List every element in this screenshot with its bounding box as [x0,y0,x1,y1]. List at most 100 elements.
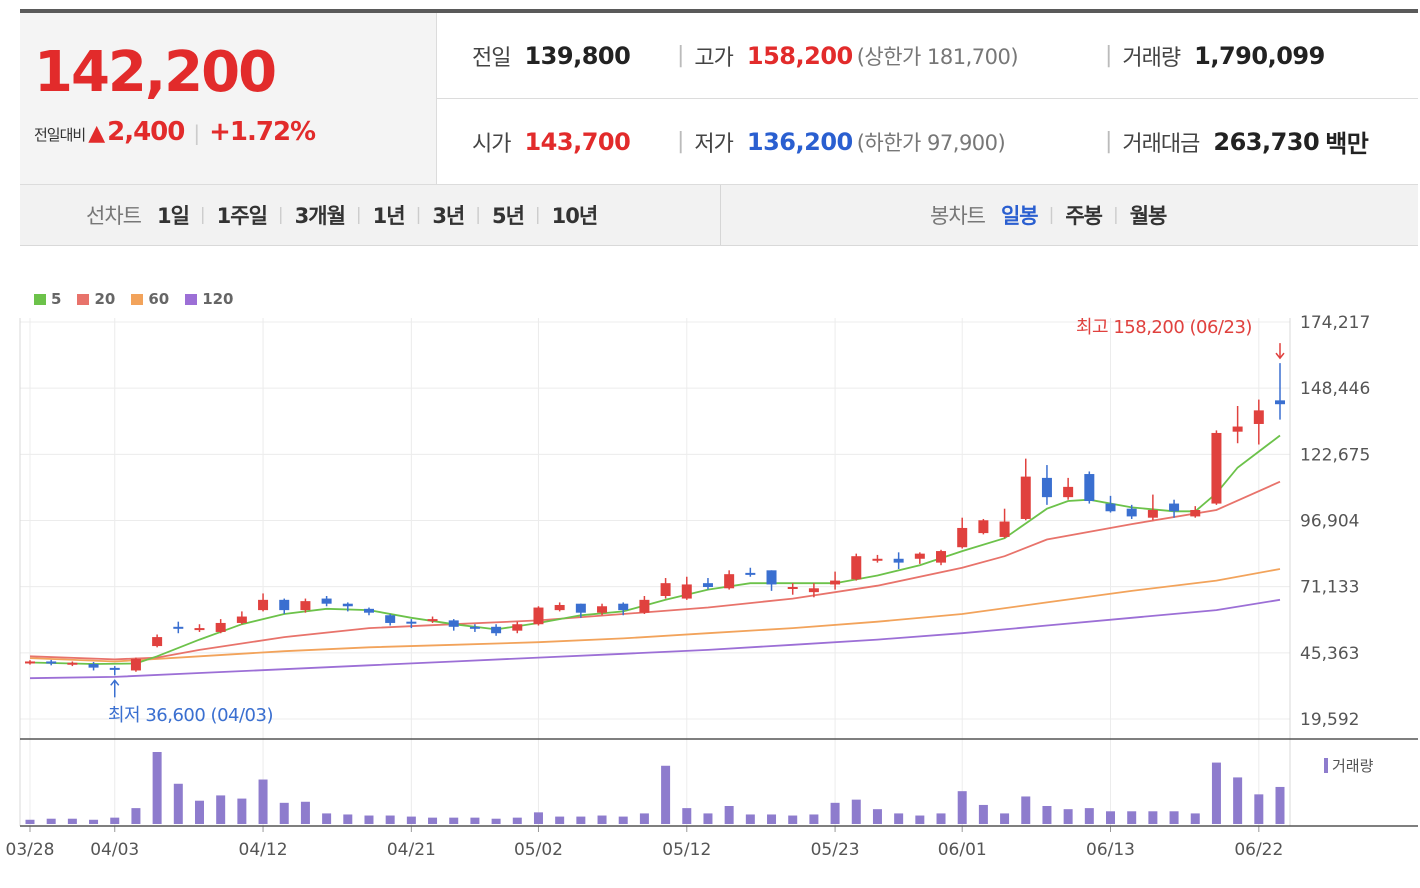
tab-3m[interactable]: 3개월 [294,204,346,228]
volume-bar [703,813,713,824]
divider: | [199,205,206,225]
legend-ma120: 120 [185,290,234,308]
y-tick-label: 45,363 [1300,644,1359,664]
tabs-divider [720,185,721,245]
candle-up [936,551,947,563]
volume-bar [512,817,522,824]
volume-bar [1211,762,1221,824]
divider: | [534,205,541,225]
price-summary: 142,200 전일대비 ▲ 2,400 | +1.72% [20,13,437,185]
high-arrow-head-icon [1275,352,1285,360]
candle-up [300,601,311,611]
candle-down [618,603,629,611]
volume-bar [618,816,628,824]
candle-up [999,521,1010,537]
candle-down [109,667,120,670]
divider: | [1105,43,1113,68]
tab-10y[interactable]: 10년 [551,204,599,228]
high-value: 158,200 [746,41,853,70]
candle-up [851,556,862,580]
period-selector: 선차트 1일 | 1주일 | 3개월 | 1년 | 3년 | 5년 | 10년 봉차트 일봉… [20,185,1418,246]
stats-row-2: 시가 143,700 | 저가 136,200 (하한가 97,900) | 거… [437,99,1418,184]
volume-bar [364,815,374,824]
amount-unit: 백만 [1325,130,1369,158]
volume-bar [682,808,692,824]
candle-up [872,558,883,561]
legend-swatch [1324,758,1328,773]
ma120-line [29,598,1281,680]
candle-up [957,527,968,548]
volume-bar [1254,794,1264,824]
prev-close-value: 139,800 [524,41,631,70]
line-chart-title: 선차트 [86,204,142,228]
tab-5y[interactable]: 5년 [491,204,525,228]
volume-bar [173,783,183,824]
x-tick-label: 05/23 [811,840,860,860]
candle-up [830,580,841,585]
lower-limit: (하한가 97,900) [856,130,1006,155]
tab-1d[interactable]: 1일 [156,204,190,228]
volume-bar [809,814,819,824]
change-percent: +1.72% [209,117,316,147]
volume-bar [428,817,438,824]
tab-1y[interactable]: 1년 [372,204,406,228]
candle-up [639,599,650,613]
candle-chart-title: 봉차트 [930,204,986,228]
legend-ma20: 20 [77,290,115,308]
x-tick-label: 06/22 [1234,840,1283,860]
volume-bar [1084,808,1094,824]
candle-up [681,584,692,599]
candle-down [406,621,417,624]
annotation-low: 최저 36,600 (04/03) [108,705,273,726]
volume-bar [1148,811,1158,824]
open-value: 143,700 [524,127,631,156]
volume-bar [300,801,310,824]
stat-amount: | 거래대금 263,730 백만 [1105,99,1369,184]
volume-bar [385,815,395,824]
volume-bar [978,804,988,824]
change-amount: 2,400 [107,117,185,147]
tab-weekly[interactable]: 주봉 [1065,204,1103,228]
candle-up [258,599,269,611]
volume-bar [449,817,459,824]
candle-down [766,570,777,585]
volume-bar [131,808,141,824]
volume-bar [788,815,798,824]
ma5-line [29,434,1281,665]
y-tick-label: 122,675 [1300,445,1370,465]
volume-bar [957,791,967,824]
prev-close-label: 전일 [472,45,511,71]
legend-label: 5 [51,290,62,308]
legend-label: 120 [202,290,234,308]
x-tick-label: 06/01 [938,840,987,860]
x-tick-label: 05/12 [662,840,711,860]
tab-daily[interactable]: 일봉 [1000,204,1039,228]
tab-1w[interactable]: 1주일 [216,204,268,228]
candle-up [427,619,438,622]
high-label: 고가 [694,45,733,71]
volume-bar [1106,811,1116,824]
candle-up [533,607,544,625]
volume-bar [872,809,882,824]
candle-down [1084,474,1095,501]
volume-bar [25,819,35,824]
legend-label: 20 [94,290,116,308]
volume-bar [216,795,226,824]
volume-bar [661,765,671,824]
x-tick-label: 05/02 [514,840,563,860]
open-label: 시가 [472,131,511,157]
candle-up [194,628,205,631]
volume-bar [110,817,120,824]
stats-row-1: 전일 139,800 | 고가 158,200 (상한가 181,700) | … [437,13,1418,99]
candle-down [1275,400,1285,405]
candle-up [25,661,35,664]
candle-down [173,626,184,629]
volume-bar [1000,813,1010,824]
tab-3y[interactable]: 3년 [432,204,465,228]
volume-bar [724,806,734,824]
tab-monthly[interactable]: 월봉 [1129,204,1168,228]
y-tick-label: 71,133 [1300,578,1359,598]
volume-bar [597,815,607,824]
volume-bar [915,815,925,824]
